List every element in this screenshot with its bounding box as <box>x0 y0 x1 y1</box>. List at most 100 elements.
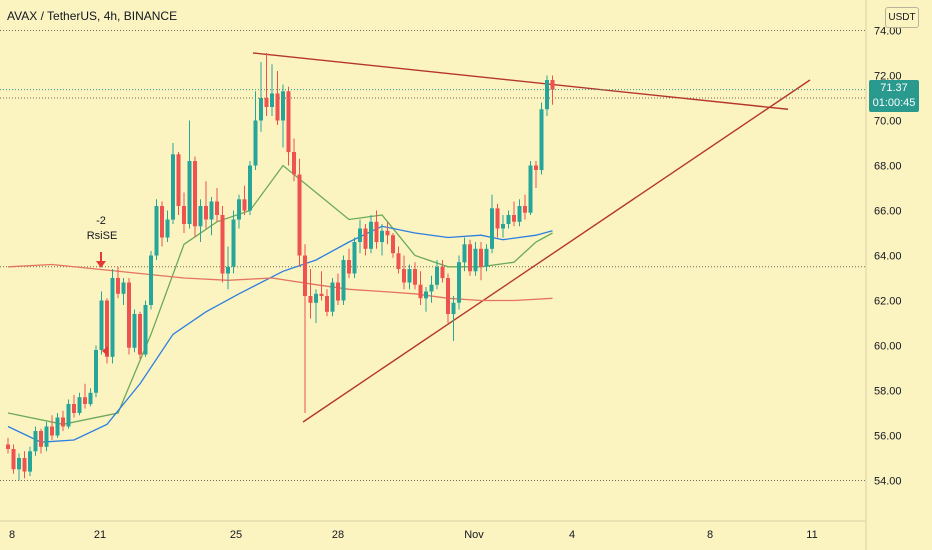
candle-body <box>39 431 43 447</box>
candle-body <box>127 282 131 348</box>
candle-body <box>528 165 533 213</box>
candle-body <box>61 417 65 427</box>
candle-body <box>484 248 489 267</box>
candle-body <box>88 392 93 405</box>
candle-body <box>369 221 373 249</box>
price-tick-label: 68.00 <box>874 161 902 173</box>
candle-body <box>237 199 241 220</box>
candle-body <box>380 230 384 243</box>
candle-body <box>143 305 148 355</box>
candle-body <box>176 154 181 206</box>
candle-body <box>517 206 522 222</box>
candle-body <box>72 404 76 413</box>
candle-body <box>149 255 153 305</box>
candle-body <box>204 206 208 220</box>
time-tick-label: 11 <box>806 529 817 541</box>
candle-body <box>534 165 538 170</box>
candle-body <box>110 278 115 357</box>
candle-body <box>215 201 219 215</box>
candle-body <box>424 291 428 299</box>
candle-body <box>226 266 230 274</box>
trendlines[interactable] <box>252 52 811 423</box>
price-tick-label: 64.00 <box>874 251 902 263</box>
candles <box>0 53 866 481</box>
currency-button[interactable]: USDT <box>885 7 919 28</box>
candle-body <box>440 266 445 279</box>
trendline <box>302 79 811 423</box>
candle-body <box>17 458 21 470</box>
candle-body <box>418 284 423 299</box>
candle-body <box>116 278 120 294</box>
time-tick-label: 28 <box>332 529 344 541</box>
price-tick-label: 54.00 <box>874 476 902 488</box>
price-tick-label: 60.00 <box>874 341 902 353</box>
trendline <box>252 52 789 110</box>
candle-body <box>11 449 16 470</box>
candle-body <box>473 248 478 272</box>
candle-body <box>66 404 71 427</box>
price-tick-label: 56.00 <box>874 431 902 443</box>
candle-body <box>314 293 318 303</box>
time-tick-label: 4 <box>569 529 575 541</box>
candle-body <box>28 451 32 472</box>
candle-body <box>264 98 269 107</box>
candle-body <box>231 219 236 267</box>
candle-body <box>281 91 285 121</box>
candle-body <box>308 296 313 303</box>
candle-body <box>325 296 329 312</box>
candle-body <box>292 152 296 175</box>
time-tick-label: 21 <box>94 529 106 541</box>
candle-body <box>154 206 159 256</box>
candle-body <box>501 224 505 229</box>
bar-countdown: 01:00:45 <box>872 97 916 109</box>
candle-body <box>132 314 137 348</box>
chart-title: AVAX / TetherUS, 4h, BINANCE <box>7 9 178 23</box>
candle-body <box>490 208 494 249</box>
candle-body <box>523 206 527 213</box>
candle-body <box>512 215 516 222</box>
candle-body <box>160 206 164 238</box>
candle-body <box>506 215 511 224</box>
candle-body <box>77 397 82 413</box>
candle-body <box>457 262 461 303</box>
candle-body <box>336 282 340 301</box>
candle-body <box>171 154 175 220</box>
price-tick-label: 66.00 <box>874 206 902 218</box>
horizontal-levels <box>0 30 866 481</box>
candle-body <box>374 221 379 243</box>
sell-marker-icon <box>102 346 108 356</box>
price-tick-label: 74.00 <box>874 26 902 38</box>
last-price-badge: 71.37 01:00:45 <box>869 80 919 112</box>
candle-body <box>413 269 417 285</box>
candle-body <box>402 269 406 283</box>
candle-body <box>539 109 544 171</box>
candle-body <box>259 98 263 121</box>
candle-body <box>396 253 401 269</box>
candle-body <box>121 282 126 294</box>
candle-body <box>286 91 291 153</box>
time-axis[interactable]: 8 21 25 28 Nov 4 8 11 <box>9 529 818 541</box>
price-tick-label: 70.00 <box>874 116 902 128</box>
candle-body <box>193 161 197 227</box>
candle-body <box>253 120 258 166</box>
candle-body <box>138 314 142 355</box>
price-axis[interactable]: 54.00 56.00 58.00 60.00 62.00 64.00 66.00 68.00… <box>874 26 902 488</box>
moving-average-line <box>7 164 553 425</box>
candle-body <box>358 228 362 242</box>
last-price: 71.37 <box>880 82 908 94</box>
candle-body <box>319 293 324 296</box>
signal-arrow-icon <box>96 252 106 268</box>
signal-count: -2 <box>96 215 106 227</box>
time-tick-label: Nov <box>464 529 484 541</box>
candle-body <box>385 230 390 236</box>
candle-body <box>347 260 351 274</box>
price-tick-label: 62.00 <box>874 296 902 308</box>
candle-body <box>22 458 27 472</box>
candle-body <box>275 93 280 121</box>
candle-body <box>165 219 170 238</box>
time-tick-label: 25 <box>230 529 242 541</box>
candle-body <box>44 426 49 447</box>
candle-body <box>550 80 555 90</box>
